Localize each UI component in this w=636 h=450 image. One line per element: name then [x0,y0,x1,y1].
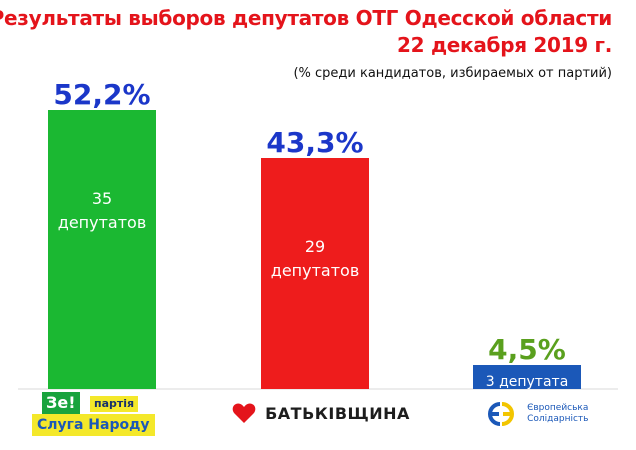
es-line1: Європейська [527,403,589,413]
bar-0 [48,110,156,389]
seat-label-2: 3 депутата [486,374,569,390]
value-label-2: 4,5% [488,333,566,366]
chart-subtitle: (% среди кандидатов, избираемых от парти… [293,66,612,81]
sluga-narodu-text: Слуга Народу [32,414,155,436]
ze-logo-text: Зе! [42,392,80,414]
bar-1 [261,158,369,389]
ze-party-text: партія [90,396,139,412]
chart-title-line1: Результаты выборов депутатов ОТГ Одесско… [0,6,612,30]
es-line2: Солідарність [527,414,589,424]
batkivshchyna-logo: БАТЬКІВЩИНА [232,402,410,428]
seat-label-0-1: депутатов [58,213,147,232]
sluga-narodu-logo: Зе! партія Слуга Народу [32,392,158,438]
seat-label-1-0: 29 [305,237,325,256]
es-emblem-icon [488,402,514,426]
bar-2 [473,365,581,389]
chart-title-line2: 22 декабря 2019 г. [397,33,612,57]
seat-label-1-1: депутатов [271,261,360,280]
seat-label-0-0: 35 [92,189,112,208]
value-label-1: 43,3% [266,126,363,159]
value-label-0: 52,2% [53,78,150,111]
batkivshchyna-text: БАТЬКІВЩИНА [265,403,410,423]
european-solidarity-logo: Європейська Солідарність [484,400,588,430]
heart-icon [232,403,256,423]
european-solidarity-text: Європейська Солідарність [527,403,588,425]
